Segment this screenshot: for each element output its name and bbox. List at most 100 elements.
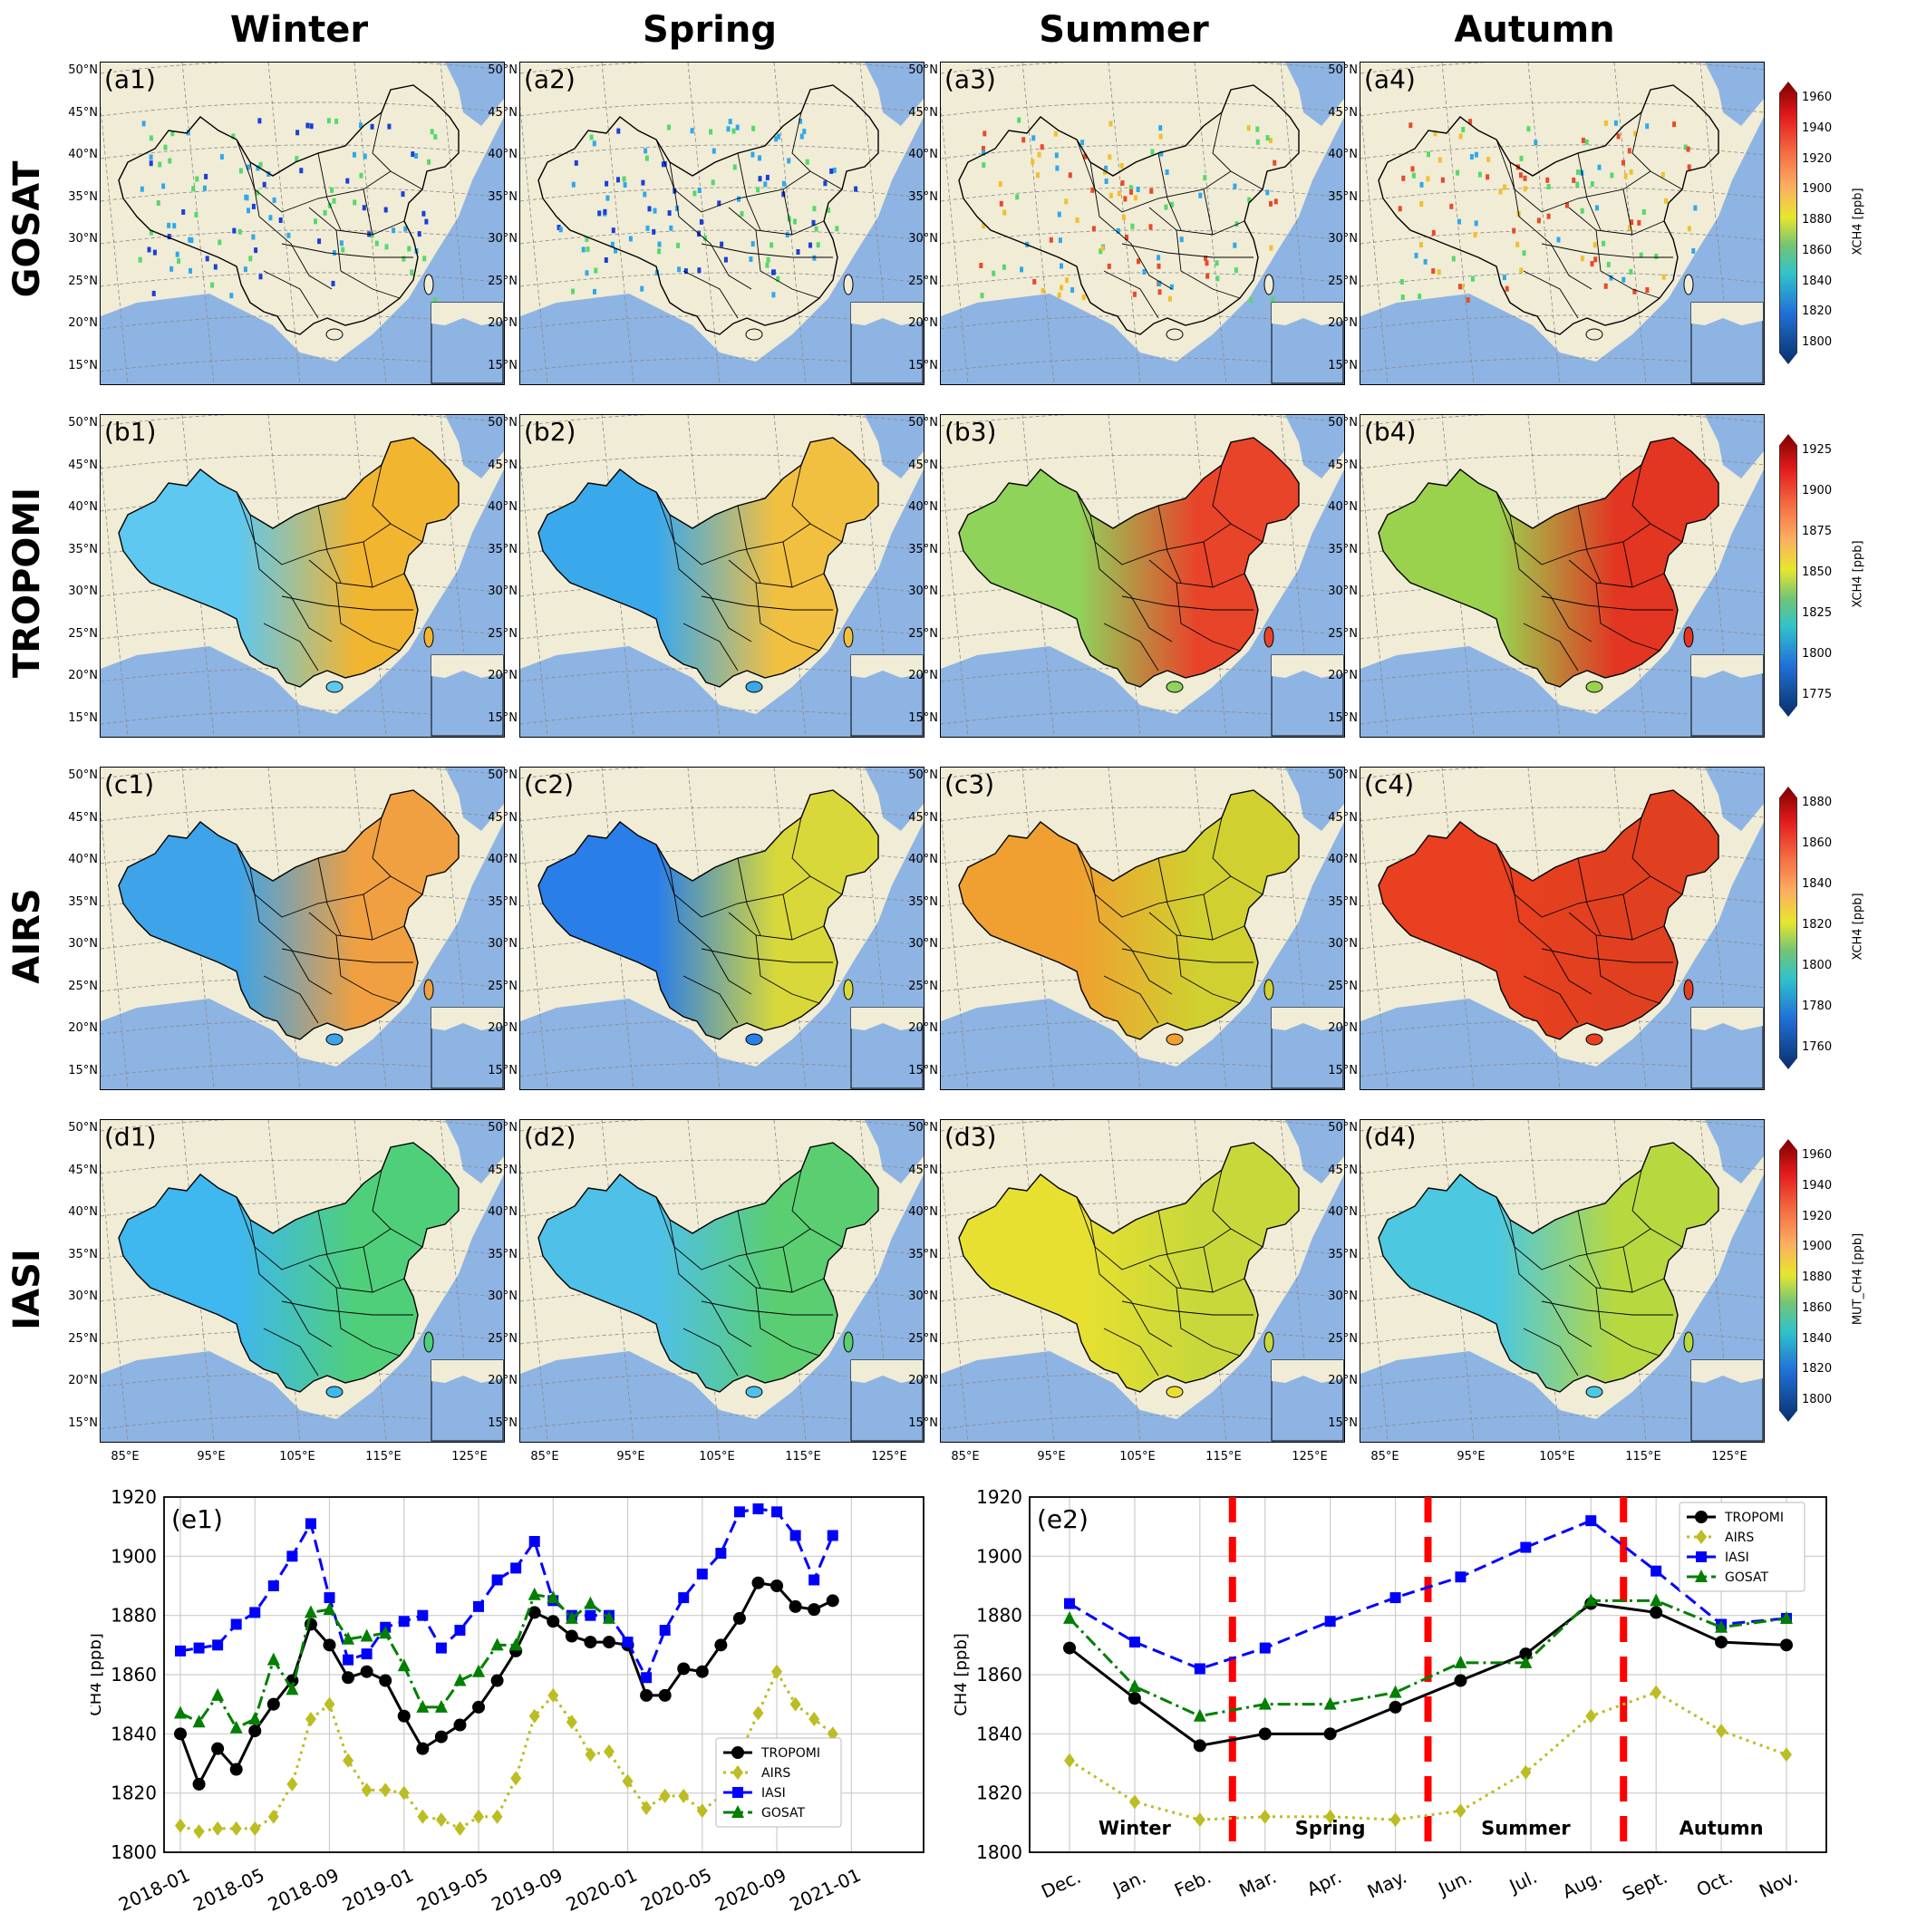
observation-point — [218, 239, 222, 246]
province-border — [1631, 111, 1683, 190]
observation-point — [1654, 254, 1659, 259]
map-panel: (d2) — [519, 1119, 924, 1443]
observation-point — [1015, 194, 1020, 200]
x-tick-label: 2021-01 — [787, 1864, 865, 1916]
observation-point — [771, 269, 775, 275]
map-panel: (b3) — [940, 414, 1345, 738]
province-border — [363, 541, 373, 588]
province-border — [1076, 139, 1232, 213]
observation-point — [1575, 181, 1580, 188]
inset-land — [1691, 1008, 1763, 1030]
province-border — [1496, 1196, 1651, 1270]
data-point — [305, 1518, 316, 1530]
province-border — [655, 491, 811, 565]
observation-point — [657, 248, 662, 255]
data-point — [732, 1611, 746, 1625]
data-point — [585, 1609, 596, 1621]
data-point — [603, 1744, 615, 1759]
graticule-line — [520, 1120, 924, 1132]
observation-point — [669, 225, 673, 231]
observation-point — [654, 269, 659, 275]
observation-point — [657, 241, 662, 247]
observation-point — [374, 240, 379, 246]
data-point — [417, 1809, 429, 1824]
data-point — [622, 1773, 634, 1789]
province-border — [1121, 595, 1254, 611]
lat-label: 50°N — [1328, 768, 1358, 782]
observation-point — [149, 154, 153, 160]
observation-point — [1108, 192, 1113, 198]
observation-point — [411, 151, 415, 158]
observation-point — [983, 130, 987, 137]
graticule-line — [101, 1120, 504, 1132]
observation-point — [1246, 125, 1251, 131]
observation-point — [1157, 255, 1161, 261]
lat-label: 40°N — [68, 148, 98, 161]
taiwan-island — [423, 1331, 434, 1353]
data-point — [248, 1724, 262, 1738]
data-point — [789, 1599, 802, 1613]
colorbar-tick: 1940 — [1802, 1178, 1833, 1193]
graticule-line — [520, 144, 924, 159]
data-point — [416, 1699, 430, 1713]
province-border — [1089, 514, 1173, 642]
province-border — [782, 541, 793, 588]
data-point — [826, 1594, 839, 1608]
graticule-line — [520, 768, 924, 779]
lat-label: 50°N — [1328, 1121, 1358, 1135]
graticule-line — [101, 809, 129, 1089]
province-border — [728, 207, 825, 236]
lat-label: 25°N — [68, 979, 98, 993]
observation-point — [370, 123, 374, 130]
observation-point — [1632, 288, 1637, 295]
observation-point — [1215, 275, 1220, 282]
province-border — [1595, 934, 1660, 1004]
graticule-line — [101, 187, 504, 202]
lat-label: 15°N — [68, 1415, 98, 1430]
province-border — [249, 161, 333, 290]
data-point — [266, 1652, 280, 1666]
colorbar-label: XCH4 [ppb] — [1851, 893, 1865, 961]
observation-point — [614, 247, 617, 254]
lat-label: 45°N — [1328, 810, 1358, 825]
season-title-summer: Summer — [1039, 9, 1209, 51]
graticule-line — [101, 415, 504, 427]
lon-label: 115°E — [1205, 1450, 1242, 1463]
observation-point — [717, 200, 721, 207]
data-point — [528, 1708, 540, 1724]
observation-point — [1017, 117, 1021, 123]
data-point — [528, 1587, 541, 1600]
data-point — [1715, 1619, 1728, 1633]
lat-label: 35°N — [1328, 1247, 1358, 1261]
province-border — [249, 1219, 333, 1348]
observation-point — [334, 118, 339, 124]
observation-point — [1205, 260, 1209, 266]
inset-land — [431, 655, 503, 678]
observation-point — [690, 128, 694, 134]
observation-point — [140, 186, 144, 192]
observation-point — [711, 179, 715, 186]
observation-point — [1234, 267, 1238, 274]
ocean — [1285, 63, 1344, 126]
observation-point — [238, 168, 243, 174]
province-border — [249, 514, 333, 642]
colorbar-tick: 1860 — [1802, 1300, 1833, 1315]
lat-label: 35°N — [908, 1247, 938, 1261]
observation-point — [1108, 121, 1113, 127]
data-point — [827, 1530, 838, 1541]
province-border — [1595, 1287, 1660, 1357]
data-point — [342, 1631, 355, 1645]
data-point — [360, 1628, 373, 1642]
data-point — [267, 1809, 279, 1824]
lat-label: 30°N — [488, 584, 518, 598]
series-gosat — [174, 1587, 615, 1734]
lat-label: 45°N — [908, 105, 938, 120]
observation-point — [1457, 218, 1461, 225]
data-point — [380, 1782, 392, 1798]
observation-point — [1104, 165, 1108, 171]
data-point — [360, 1665, 373, 1678]
province-border — [1509, 1219, 1592, 1348]
graticule-line — [1360, 768, 1764, 779]
observation-point — [1609, 275, 1613, 281]
x-tick-label: May. — [1364, 1866, 1410, 1903]
